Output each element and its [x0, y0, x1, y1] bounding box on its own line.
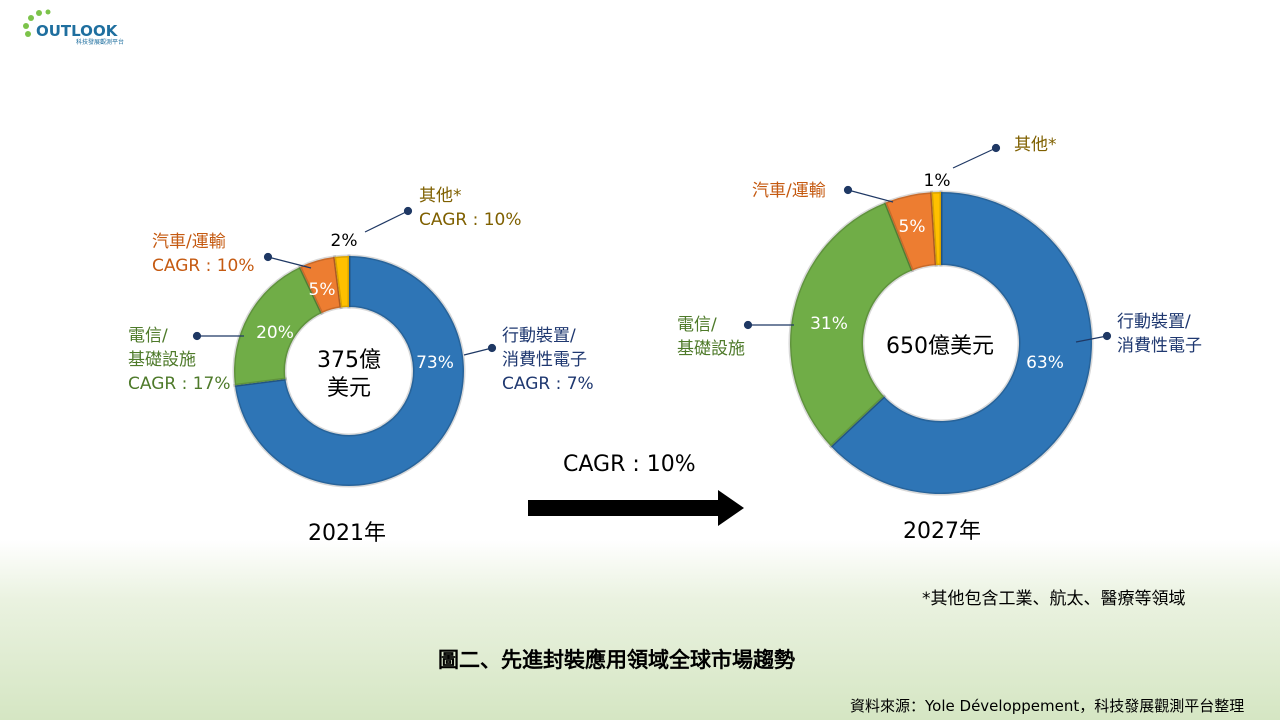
leader-dot — [487, 343, 497, 353]
figure-title: 圖二、先進封裝應用領域全球市場趨勢 — [438, 648, 795, 672]
leader-line — [463, 347, 493, 356]
slice-other — [929, 190, 943, 267]
total-2027: 650億美元 — [886, 334, 994, 359]
leader-line — [952, 147, 997, 169]
label-telecom-2027: 電信/基礎設施 — [677, 315, 745, 359]
leader-dot — [1102, 331, 1112, 341]
label-auto-2021: 汽車/運輸 CAGR : 10% — [152, 232, 255, 276]
slice-mobile — [233, 254, 466, 488]
leader-line — [1075, 335, 1108, 343]
leader-line — [267, 256, 312, 269]
label-mobile-2021: 行動裝置/消費性電子 CAGR : 7% — [502, 326, 594, 394]
leader-dot — [263, 252, 273, 262]
leader-dot — [403, 206, 413, 216]
donut-2027: 63% 31% 5% 1% — [788, 171, 1094, 496]
slice-other — [332, 254, 351, 310]
data-label-mobile: 73% — [416, 353, 454, 373]
logo-icon: OUTLOOK 科技發展觀測平台 — [23, 9, 124, 46]
label-telecom-2021: 電信/基礎設施 CAGR : 17% — [128, 326, 231, 394]
leader-lines — [192, 143, 1112, 356]
data-label-telecom: 31% — [810, 314, 848, 334]
arrow-cagr-label: CAGR : 10% — [563, 452, 696, 477]
data-label-mobile: 63% — [1026, 353, 1064, 373]
source-note: 資料來源：Yole Développement，科技發展觀測平台整理 — [850, 697, 1245, 715]
label-auto-2027: 汽車/運輸 — [752, 181, 826, 201]
total-2021: 375億 美元 — [317, 348, 381, 401]
label-mobile-2027: 行動裝置/消費性電子 — [1117, 312, 1202, 356]
data-label-auto: 5% — [899, 217, 926, 237]
year-2027: 2027年 — [903, 519, 981, 544]
slice-auto — [883, 190, 938, 273]
label-other-2021: 其他* CAGR : 10% — [419, 186, 522, 230]
leader-dot — [743, 320, 753, 330]
slice-telecom — [788, 200, 915, 449]
leader-line — [364, 210, 409, 233]
footnote: *其他包含工業、航太、醫療等領域 — [922, 589, 1186, 609]
leader-dot — [991, 143, 1001, 153]
svg-text:OUTLOOK: OUTLOOK — [36, 22, 119, 40]
donut-2021: 73% 20% 5% 2% — [232, 231, 466, 488]
leader-dot — [843, 185, 853, 195]
data-label-auto: 5% — [309, 280, 336, 300]
data-label-other: 1% — [924, 171, 951, 191]
data-label-telecom: 20% — [256, 323, 294, 343]
leader-line — [847, 189, 894, 203]
year-2021: 2021年 — [308, 521, 386, 546]
slice-mobile — [828, 190, 1094, 496]
svg-text:科技發展觀測平台: 科技發展觀測平台 — [76, 38, 124, 46]
label-other-2027: 其他* — [1014, 135, 1057, 155]
data-label-other: 2% — [331, 231, 358, 251]
outlook-logo: OUTLOOK 科技發展觀測平台 — [14, 6, 134, 46]
arrow-icon — [528, 490, 744, 526]
leader-dot — [192, 331, 202, 341]
slice-telecom — [232, 264, 324, 388]
